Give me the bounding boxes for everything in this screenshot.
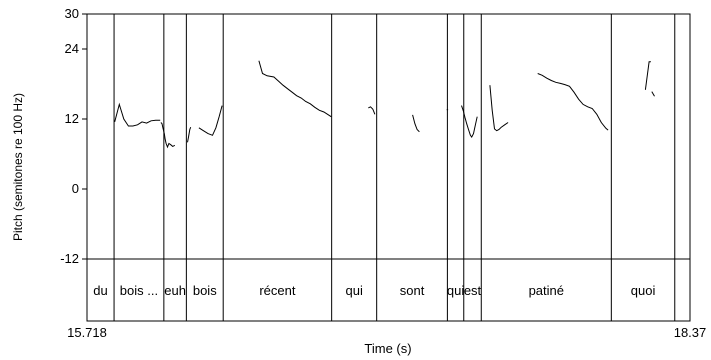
word-label: bois <box>193 283 217 298</box>
word-label: sont <box>400 283 425 298</box>
word-label: qui <box>345 283 362 298</box>
pitch-segment <box>489 85 509 132</box>
word-label: est <box>464 283 482 298</box>
word-label: patiné <box>529 283 564 298</box>
word-label: quoi <box>631 283 656 298</box>
word-label: bois ... <box>120 283 158 298</box>
x-tick-label-end: 18.37 <box>674 325 707 340</box>
pitch-segment <box>461 105 478 139</box>
pitch-contours <box>114 60 655 149</box>
x-axis: 15.718 18.37 Time (s) <box>67 325 706 356</box>
word-label: euh <box>164 283 186 298</box>
y-tick-label: 24 <box>65 41 79 56</box>
pitch-segment <box>114 102 161 127</box>
word-label: récent <box>259 283 296 298</box>
pitch-segment <box>368 106 376 115</box>
pitch-segment <box>187 127 192 143</box>
pitch-segment <box>412 114 420 133</box>
x-tick-label-start: 15.718 <box>67 325 107 340</box>
word-label: du <box>93 283 107 298</box>
x-axis-label: Time (s) <box>364 341 411 356</box>
y-tick-label: 30 <box>65 6 79 21</box>
pitch-segment <box>537 73 609 131</box>
y-tick-label: 0 <box>72 181 79 196</box>
y-tick-label: 12 <box>65 111 79 126</box>
pitch-segment <box>258 60 332 118</box>
y-axis-label: Pitch (semitones re 100 Hz) <box>11 93 25 241</box>
pitch-segment <box>651 91 655 97</box>
word-label: qui <box>447 283 464 298</box>
word-boundaries <box>86 14 676 321</box>
pitch-segment <box>160 122 176 149</box>
y-axis: -12 0 12 24 30 <box>60 6 87 266</box>
plot-frame <box>86 13 691 322</box>
pitch-segment <box>198 105 223 136</box>
plot-area: du bois ... euh bois récent qui sont qui est pati… <box>86 13 691 322</box>
y-tick-label: -12 <box>60 251 79 266</box>
word-labels: du bois ... euh bois récent qui sont qui est pati… <box>93 283 655 298</box>
pitch-segment <box>644 61 651 90</box>
